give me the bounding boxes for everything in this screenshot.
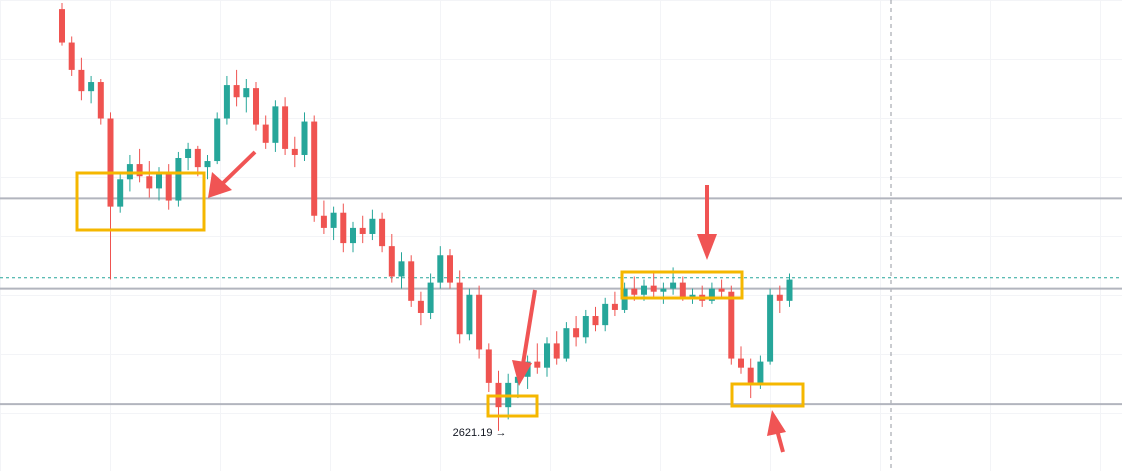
candle-body	[708, 288, 715, 301]
candle-body	[563, 328, 570, 359]
candle-body	[786, 279, 793, 301]
candle-body	[689, 294, 696, 298]
candle-body	[747, 367, 754, 383]
candle-body	[340, 212, 347, 244]
candle-body	[136, 164, 143, 177]
candle-body	[359, 227, 366, 234]
candle-body	[291, 148, 298, 155]
candle-body	[233, 85, 240, 98]
arrow-head	[697, 234, 717, 260]
candle-body	[776, 294, 783, 301]
candle-body	[582, 316, 589, 338]
candle-body	[214, 118, 221, 162]
candle-body	[544, 343, 550, 368]
candle-body	[175, 158, 182, 201]
candle-body	[330, 212, 337, 228]
candle-body	[388, 246, 395, 277]
arrow-head	[208, 172, 232, 198]
candle-body	[97, 82, 104, 119]
candle-body	[437, 255, 444, 283]
candle-body	[417, 300, 424, 313]
candle-body	[253, 88, 259, 125]
box	[730, 382, 805, 408]
candle-body	[185, 148, 192, 159]
candle-body	[534, 361, 541, 368]
candle-body	[679, 282, 686, 298]
candle-body	[650, 285, 657, 292]
candle-body	[573, 328, 580, 338]
candle-body	[398, 261, 405, 277]
candle-body	[282, 106, 289, 149]
marks	[0, 3, 1122, 431]
box	[486, 394, 539, 418]
candle-body	[262, 124, 269, 143]
candle-body	[641, 285, 647, 295]
candle-body	[447, 255, 453, 283]
candle-body	[592, 316, 599, 326]
candle-body	[476, 294, 483, 350]
highlight-boxes	[75, 171, 805, 418]
candle-body	[146, 176, 153, 189]
candle-body	[243, 88, 250, 98]
candle-body	[456, 282, 463, 335]
low-price-label: 2621.19 →	[453, 427, 507, 439]
arrow	[220, 150, 257, 186]
candle-body	[379, 218, 386, 247]
candle-body	[311, 121, 318, 216]
candle-body	[553, 343, 560, 359]
arrows	[208, 150, 786, 453]
candle-body	[88, 82, 95, 92]
candle-body	[466, 294, 473, 335]
candle-body	[156, 173, 162, 189]
candle-body	[223, 85, 230, 119]
candle-body	[165, 173, 172, 201]
candle-body	[107, 118, 114, 207]
candle-body	[272, 106, 279, 143]
candle-body	[78, 69, 85, 92]
candle-body	[485, 349, 492, 383]
candle-body	[194, 148, 201, 168]
candle-body	[59, 9, 65, 43]
arrow	[521, 289, 537, 365]
candle-body	[602, 303, 609, 326]
candle-body	[320, 215, 327, 228]
candle-body	[728, 291, 735, 359]
candle-body	[767, 294, 774, 362]
candle-body	[204, 161, 211, 168]
candle-body	[718, 288, 725, 292]
arrow-head	[767, 410, 786, 436]
candle-body	[611, 303, 618, 310]
candle-body	[117, 179, 124, 207]
candle-body	[670, 282, 677, 289]
candle-body	[738, 358, 744, 368]
box	[620, 270, 744, 300]
candle-body	[301, 121, 308, 155]
candle-body	[631, 288, 638, 295]
box	[75, 171, 206, 232]
candle-body	[350, 227, 356, 244]
candle-body	[68, 42, 75, 70]
candle-body	[427, 282, 434, 313]
candle-body	[369, 218, 376, 234]
candle-body	[408, 261, 415, 301]
candle-body	[757, 361, 764, 383]
arrow-head	[512, 360, 532, 386]
candle-body	[660, 288, 667, 292]
